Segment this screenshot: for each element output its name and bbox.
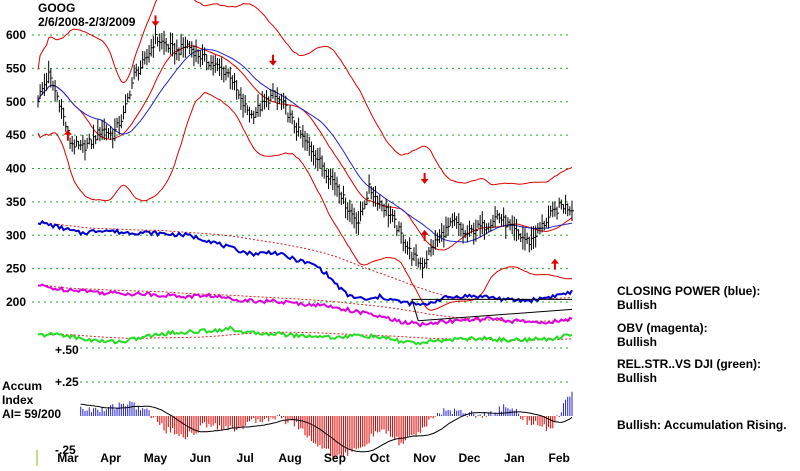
- closing-power-legend: CLOSING POWER (blue): Bullish: [617, 284, 760, 312]
- legend-label: CLOSING POWER (blue):: [617, 284, 761, 298]
- price-tick-label: 400: [6, 162, 26, 176]
- legend-status: Bullish: [617, 371, 658, 385]
- short-average-line: [37, 45, 573, 251]
- signal-arrows: [63, 15, 559, 270]
- price-tick-labels: 600 550 500 450 400 350 300 250 200: [6, 28, 26, 309]
- closing-power-average-line: [37, 222, 573, 300]
- accum-title: Accum: [2, 379, 42, 393]
- month-label: Dec: [458, 451, 480, 465]
- obv-average-line: [37, 284, 572, 322]
- month-label: Jul: [237, 451, 254, 465]
- sell-arrow-icon: [420, 172, 429, 184]
- chart-title: GOOG: [38, 1, 75, 15]
- upper-band-line: [37, 0, 573, 186]
- accum-average-line: [80, 403, 573, 453]
- legend-status: Bullish: [617, 298, 658, 312]
- closing-power-line: [37, 219, 573, 308]
- sell-arrow-icon: [151, 15, 160, 27]
- legend-label: REL.STR..VS DJI (green):: [617, 357, 762, 371]
- month-label: Nov: [413, 451, 436, 465]
- legend-status: Bullish: [617, 335, 658, 349]
- month-label: Feb: [549, 451, 570, 465]
- month-label: Oct: [370, 451, 390, 465]
- month-label: Mar: [57, 451, 79, 465]
- lower-band-line: [37, 92, 573, 311]
- accum-tick-label: +.25: [55, 375, 79, 389]
- price-tick-label: 300: [6, 228, 26, 242]
- price-tick-label: 500: [6, 95, 26, 109]
- accumulation-summary: Bullish: Accumulation Rising.: [617, 418, 787, 432]
- price-tick-label: 450: [6, 128, 26, 142]
- price-tick-label: 200: [6, 295, 26, 309]
- rel-strength-legend: REL.STR..VS DJI (green): Bullish: [617, 357, 761, 385]
- sell-arrow-icon: [268, 54, 277, 66]
- price-bars: [37, 24, 574, 279]
- buy-arrow-icon: [63, 129, 72, 141]
- gridlines: [32, 34, 572, 383]
- month-labels: Mar Apr May Jun Jul Aug Sep Oct Nov Dec …: [57, 451, 570, 465]
- chart-subtitle: 2/6/2008-2/3/2009: [38, 15, 136, 29]
- month-label: Aug: [278, 451, 301, 465]
- accum-histogram: [80, 391, 573, 459]
- month-label: May: [144, 451, 168, 465]
- price-tick-label: 250: [6, 262, 26, 276]
- month-label: Jan: [504, 451, 525, 465]
- month-label: Sep: [324, 451, 346, 465]
- price-tick-label: 550: [6, 61, 26, 75]
- month-label: Apr: [100, 451, 121, 465]
- buy-arrow-icon: [550, 258, 559, 270]
- price-tick-label: 350: [6, 195, 26, 209]
- buy-arrow-icon: [420, 229, 429, 241]
- rel-strength-line: [37, 325, 573, 346]
- accum-tick-label: +.50: [55, 343, 79, 357]
- accum-value: AI= 59/200: [2, 407, 61, 421]
- obv-legend: OBV (magenta): Bullish: [617, 321, 708, 349]
- indicator-lines: [37, 0, 573, 346]
- price-tick-label: 600: [6, 28, 26, 42]
- trendline: [411, 299, 419, 321]
- moving-average-line: [37, 48, 573, 243]
- legend-label: OBV (magenta):: [617, 321, 708, 335]
- month-label: Jun: [190, 451, 211, 465]
- trendline: [418, 308, 573, 322]
- accum-tick-label: -.25: [55, 443, 76, 457]
- accum-title: Index: [2, 393, 34, 407]
- obv-line: [37, 283, 573, 328]
